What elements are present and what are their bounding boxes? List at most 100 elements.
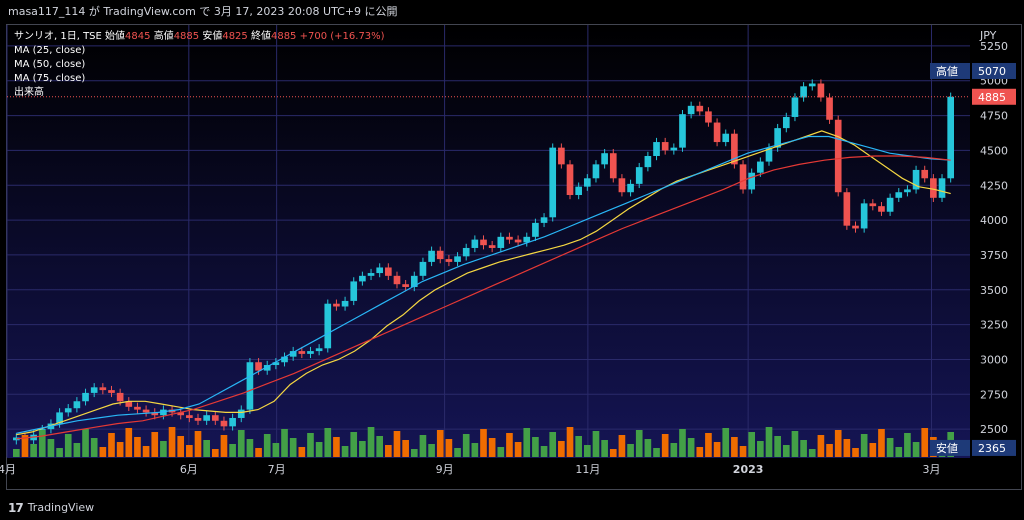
volume-bar <box>393 431 401 457</box>
tradingview-logo[interactable]: 17 TradingView <box>8 496 94 520</box>
legend-ma75[interactable]: MA (75, close) <box>14 73 86 84</box>
open-value: 4845 <box>125 31 151 42</box>
volume-bar <box>679 429 686 457</box>
y-tick-label: 2750 <box>980 388 1008 401</box>
volume-bar <box>125 428 133 457</box>
volume-bar <box>601 440 608 457</box>
volume-bar <box>731 437 738 457</box>
candle-body <box>385 267 392 276</box>
high-label: 高値 <box>153 31 174 42</box>
volume-bar <box>895 447 903 457</box>
x-tick-label: 11月 <box>575 463 600 476</box>
legend-volume[interactable]: 出来高 <box>14 87 44 98</box>
candle-body <box>583 178 591 187</box>
brand-label: TradingView <box>27 501 95 514</box>
candle-body <box>532 222 539 237</box>
candle-body <box>938 178 946 198</box>
y-tick-label: 2500 <box>980 423 1008 436</box>
header-bar: masa117_114 が TradingView.com で 3月 17, 2… <box>0 0 1024 24</box>
volume-bar <box>298 447 306 457</box>
volume-bar <box>817 435 825 457</box>
volume-bar <box>134 437 141 457</box>
candle-body <box>402 284 409 287</box>
volume-bar <box>73 443 81 457</box>
candle-body <box>713 122 721 143</box>
candle-body <box>722 133 730 143</box>
candle-body <box>367 273 375 276</box>
volume-bar <box>160 441 167 457</box>
candle-body <box>56 412 63 424</box>
x-tick-label: 3月 <box>922 463 940 476</box>
volume-bar <box>376 436 384 457</box>
candle-body <box>116 392 124 402</box>
volume-bar <box>635 430 643 457</box>
y-tick-label: 4000 <box>980 214 1008 227</box>
x-tick-label: 6月 <box>180 463 198 476</box>
candle-body <box>211 415 219 421</box>
volume-bar <box>177 436 185 457</box>
candle-body <box>601 153 608 165</box>
volume-bar <box>765 427 773 457</box>
candle-body <box>160 409 167 416</box>
legend-ma25[interactable]: MA (25, close) <box>14 45 86 56</box>
legend-ma50[interactable]: MA (50, close) <box>14 59 86 70</box>
volume-bar <box>912 442 920 457</box>
volume-bar <box>791 431 799 457</box>
volume-bar <box>281 429 288 457</box>
volume-bar <box>661 434 669 457</box>
y-tick-label: 3750 <box>980 249 1008 262</box>
candle-body <box>808 83 816 87</box>
candle-body <box>229 417 236 427</box>
candle-body <box>696 105 704 112</box>
volume-bar <box>852 448 859 457</box>
volume-bar <box>653 448 660 457</box>
candle-body <box>419 261 427 276</box>
price-label-name: 安値 <box>936 441 958 455</box>
candle-body <box>298 351 306 354</box>
change-value: +700 (+16.73%) <box>299 31 385 42</box>
candle-body <box>834 119 842 193</box>
candle-body <box>428 250 435 262</box>
volume-bar <box>540 446 548 457</box>
chart-legend: サンリオ, 1日, TSE 始値4845 高値4885 安値4825 終値488… <box>14 30 385 100</box>
open-label: 始値 <box>105 31 126 42</box>
volume-bar <box>38 430 46 457</box>
volume-bar <box>436 430 444 457</box>
candle-body <box>921 169 929 179</box>
candle-body <box>289 351 297 357</box>
candle-body <box>445 259 453 262</box>
candle-body <box>687 105 695 115</box>
volume-bar <box>523 428 531 457</box>
x-tick-label: 4月 <box>0 463 16 476</box>
volume-bar <box>627 444 634 457</box>
volume-bar <box>341 446 349 457</box>
close-label: 終値 <box>250 31 271 42</box>
low-value: 4825 <box>222 31 248 42</box>
candle-body <box>350 281 358 301</box>
x-axis-panel <box>7 458 970 488</box>
y-tick-label: 4500 <box>980 144 1008 157</box>
volume-bar <box>333 437 340 457</box>
volume-bar <box>194 431 202 457</box>
volume-bar <box>722 428 730 457</box>
candle-body <box>134 406 141 410</box>
candle-body <box>324 303 332 349</box>
candle-body <box>263 365 271 371</box>
volume-bar <box>644 439 652 457</box>
volume-bar <box>82 429 89 457</box>
candle-body <box>488 245 496 248</box>
candle-body <box>514 239 522 243</box>
volume-bar <box>99 447 107 457</box>
volume-bar <box>108 433 115 457</box>
candle-body <box>376 267 384 274</box>
candle-body <box>575 186 582 196</box>
volume-bar <box>705 433 712 457</box>
tradingview-icon: 17 <box>8 501 24 515</box>
volume-bar <box>826 444 833 457</box>
volume-bar <box>90 438 98 457</box>
candle-body <box>817 83 825 98</box>
volume-bar <box>186 445 193 457</box>
volume-bar <box>532 437 539 457</box>
candle-body <box>506 236 513 240</box>
